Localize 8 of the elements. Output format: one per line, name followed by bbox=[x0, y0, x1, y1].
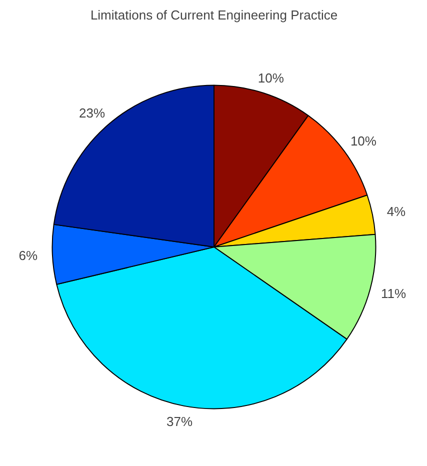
data-label: 37% bbox=[166, 414, 193, 430]
data-label: 6% bbox=[18, 248, 38, 263]
data-label: 4% bbox=[386, 204, 406, 219]
data-label: 23% bbox=[78, 105, 106, 120]
data-label: 10% bbox=[350, 134, 377, 149]
chart-title: Limitations of Current Engineering Practice bbox=[90, 8, 338, 22]
data-label: 10% bbox=[258, 70, 284, 86]
data-label: 11% bbox=[381, 286, 407, 301]
